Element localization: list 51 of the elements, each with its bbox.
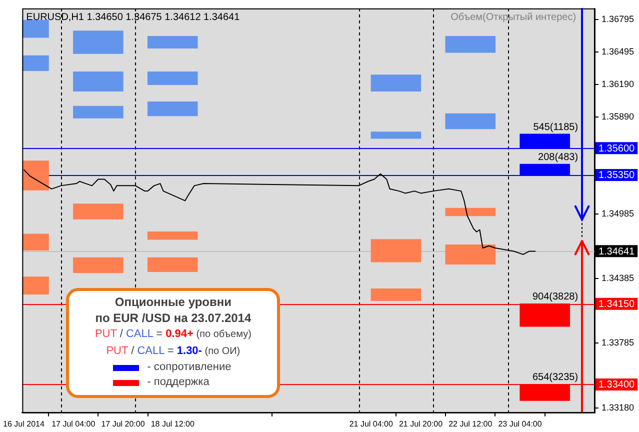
- x-tick-label: 16 Jul 2014: [3, 419, 45, 428]
- bar: [445, 36, 496, 53]
- annotation: 208(483): [538, 152, 578, 163]
- annotation: по EUR /USD на 23.07.2014: [95, 311, 252, 326]
- bar: [147, 257, 198, 272]
- ref-line-label: 1.35600: [598, 143, 636, 154]
- y-tick-label: 1.33180: [601, 402, 634, 413]
- y-tick-label: 1.34985: [601, 208, 634, 219]
- bar: [445, 208, 496, 216]
- bar: [147, 36, 198, 48]
- annotation: PUT / CALL = 1.30- (по ОИ): [106, 345, 240, 358]
- legend-label: - поддержка: [147, 375, 210, 390]
- legend-label: - сопротивление: [147, 360, 232, 376]
- bar: [73, 71, 124, 92]
- bar: [370, 132, 422, 139]
- bar: [147, 232, 198, 240]
- bar: [147, 71, 198, 86]
- bar: [73, 30, 124, 54]
- ref-line-label: 1.34150: [598, 299, 636, 310]
- bar: [370, 74, 422, 92]
- bar: [370, 239, 422, 262]
- annotation: 654(3235): [532, 372, 578, 384]
- y-tick-label: 1.34385: [601, 273, 634, 284]
- y-tick-label: 1.36190: [601, 79, 634, 90]
- bar: [73, 257, 124, 274]
- bar: [147, 102, 198, 116]
- x-tick-label: 21 Jul 04:00: [349, 419, 394, 428]
- y-tick-label: 1.36495: [601, 46, 634, 56]
- bar: [73, 204, 124, 220]
- y-tick-label: 1.35890: [601, 111, 634, 122]
- y-tick-label: 1.33785: [601, 338, 634, 348]
- x-tick-label: 18 Jul 12:00: [150, 419, 195, 428]
- x-tick-label: 22 Jul 12:00: [448, 419, 493, 428]
- x-tick-label: 17 Jul 04:00: [52, 419, 96, 428]
- annotation: Опционные уровни: [114, 295, 232, 310]
- x-tick-label: 21 Jul 20:00: [398, 419, 444, 428]
- x-tick-label: 17 Jul 20:00: [101, 419, 146, 428]
- bar: [73, 106, 124, 118]
- ref-line-label: 1.33400: [598, 380, 636, 391]
- annotation: 545(1185): [533, 122, 578, 133]
- y-tick-label: 1.36795: [601, 14, 634, 24]
- bar: [370, 288, 422, 301]
- bar: [445, 244, 496, 264]
- annotation: 904(3828): [532, 292, 578, 303]
- chart-subtitle: Объем(Открытый интерес): [450, 12, 576, 24]
- x-tick-label: 23 Jul 04:00: [498, 419, 542, 428]
- chart-title: EURUSD,H1 1.34650 1.34675 1.34612 1.34641: [26, 12, 240, 24]
- ref-line-label: 1.34641: [598, 246, 636, 258]
- ref-line-label: 1.35350: [598, 170, 636, 182]
- bar: [445, 113, 496, 130]
- annotation: PUT / CALL = 0.94+ (по объему): [94, 328, 252, 340]
